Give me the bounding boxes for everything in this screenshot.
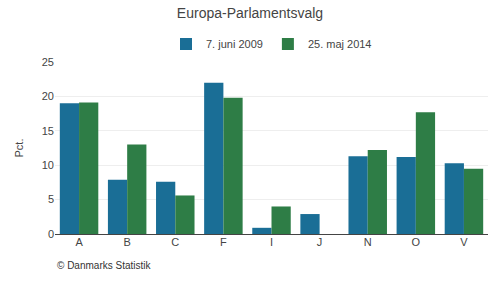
svg-text:15: 15 xyxy=(42,125,54,137)
svg-text:A: A xyxy=(75,236,83,248)
svg-text:C: C xyxy=(171,236,179,248)
svg-text:0: 0 xyxy=(48,228,54,240)
svg-text:© Danmarks Statistik: © Danmarks Statistik xyxy=(57,260,152,271)
svg-text:20: 20 xyxy=(42,90,54,102)
svg-text:5: 5 xyxy=(48,193,54,205)
svg-text:I: I xyxy=(270,236,273,248)
svg-text:F: F xyxy=(220,236,227,248)
svg-text:N: N xyxy=(364,236,372,248)
svg-text:V: V xyxy=(460,236,468,248)
svg-text:25: 25 xyxy=(42,56,54,68)
svg-text:Europa-Parlamentsvalg: Europa-Parlamentsvalg xyxy=(177,5,323,21)
svg-text:7. juni 2009: 7. juni 2009 xyxy=(206,38,263,50)
svg-text:J: J xyxy=(317,236,323,248)
svg-text:B: B xyxy=(123,236,130,248)
svg-text:Pct.: Pct. xyxy=(13,139,25,158)
svg-text:10: 10 xyxy=(42,159,54,171)
svg-text:25. maj 2014: 25. maj 2014 xyxy=(308,38,372,50)
svg-text:O: O xyxy=(412,236,421,248)
